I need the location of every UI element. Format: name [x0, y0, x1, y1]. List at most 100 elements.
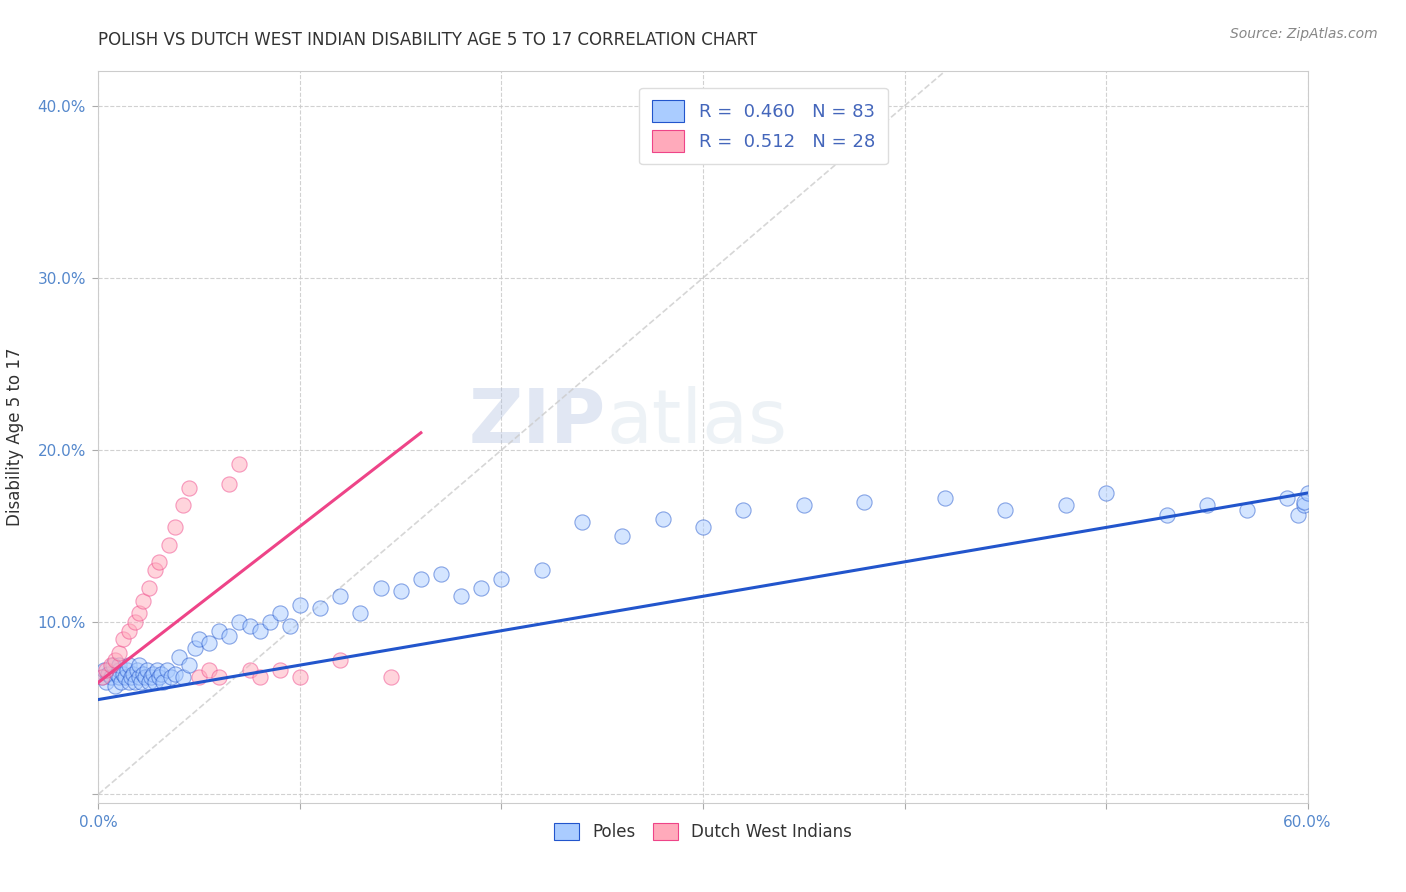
Point: [129, 675, 152, 690]
Point: [198, 663, 221, 677]
Point: [239, 618, 262, 632]
Point: [249, 624, 271, 638]
Point: [124, 675, 146, 690]
Point: [188, 670, 211, 684]
Point: [853, 494, 876, 508]
Point: [1236, 503, 1258, 517]
Point: [1054, 498, 1077, 512]
Point: [934, 491, 956, 505]
Point: [994, 503, 1017, 517]
Point: [349, 607, 371, 621]
Point: [128, 670, 150, 684]
Point: [138, 581, 160, 595]
Point: [103, 653, 125, 667]
Point: [128, 607, 150, 621]
Point: [139, 670, 162, 684]
Point: [167, 649, 190, 664]
Point: [409, 572, 432, 586]
Point: [389, 584, 412, 599]
Point: [149, 666, 172, 681]
Point: [470, 581, 492, 595]
Text: POLISH VS DUTCH WEST INDIAN DISABILITY AGE 5 TO 17 CORRELATION CHART: POLISH VS DUTCH WEST INDIAN DISABILITY A…: [98, 31, 758, 49]
Point: [124, 615, 146, 629]
Point: [142, 666, 165, 681]
Point: [733, 503, 755, 517]
Point: [1277, 491, 1299, 505]
Point: [329, 653, 352, 667]
Point: [309, 601, 332, 615]
Point: [1286, 508, 1309, 523]
Point: [91, 670, 114, 684]
Point: [163, 666, 186, 681]
Point: [120, 670, 142, 684]
Point: [1296, 486, 1319, 500]
Point: [132, 594, 155, 608]
Point: [138, 675, 160, 690]
Point: [114, 670, 136, 684]
Point: [172, 670, 194, 684]
Point: [100, 670, 122, 684]
Point: [188, 632, 211, 647]
Point: [1095, 486, 1118, 500]
Point: [121, 666, 143, 681]
Point: [132, 666, 155, 681]
Point: [172, 498, 194, 512]
Y-axis label: Disability Age 5 to 17: Disability Age 5 to 17: [6, 348, 24, 526]
Point: [96, 675, 118, 690]
Point: [692, 520, 714, 534]
Text: atlas: atlas: [606, 386, 787, 459]
Point: [1156, 508, 1178, 523]
Point: [134, 670, 156, 684]
Point: [208, 624, 231, 638]
Point: [107, 658, 129, 673]
Point: [103, 679, 125, 693]
Point: [571, 516, 593, 530]
Point: [156, 663, 179, 677]
Point: [100, 658, 122, 673]
Point: [208, 670, 231, 684]
Point: [146, 663, 169, 677]
Point: [179, 658, 201, 673]
Point: [651, 512, 673, 526]
Point: [278, 618, 301, 632]
Point: [118, 675, 141, 690]
Point: [101, 658, 124, 673]
Point: [135, 663, 157, 677]
Point: [530, 564, 553, 578]
Point: [148, 670, 170, 684]
Point: [125, 663, 148, 677]
Point: [160, 670, 183, 684]
Text: ZIP: ZIP: [470, 386, 606, 459]
Point: [228, 457, 250, 471]
Point: [152, 675, 174, 690]
Point: [1292, 494, 1315, 508]
Point: [163, 520, 186, 534]
Point: [793, 498, 815, 512]
Point: [111, 632, 134, 647]
Point: [259, 615, 281, 629]
Point: [218, 477, 240, 491]
Point: [157, 538, 180, 552]
Point: [184, 640, 207, 655]
Point: [96, 663, 118, 677]
Point: [269, 663, 291, 677]
Point: [107, 646, 129, 660]
Point: [143, 675, 166, 690]
Point: [128, 658, 150, 673]
Point: [97, 666, 120, 681]
Point: [380, 670, 402, 684]
Point: [269, 607, 291, 621]
Point: [1195, 498, 1218, 512]
Point: [198, 636, 221, 650]
Point: [612, 529, 634, 543]
Point: [329, 589, 352, 603]
Point: [491, 572, 513, 586]
Point: [430, 566, 453, 581]
Point: [115, 663, 138, 677]
Point: [118, 624, 141, 638]
Legend: Poles, Dutch West Indians: Poles, Dutch West Indians: [546, 814, 860, 849]
Point: [143, 564, 166, 578]
Point: [105, 666, 128, 681]
Point: [179, 481, 201, 495]
Point: [93, 663, 115, 677]
